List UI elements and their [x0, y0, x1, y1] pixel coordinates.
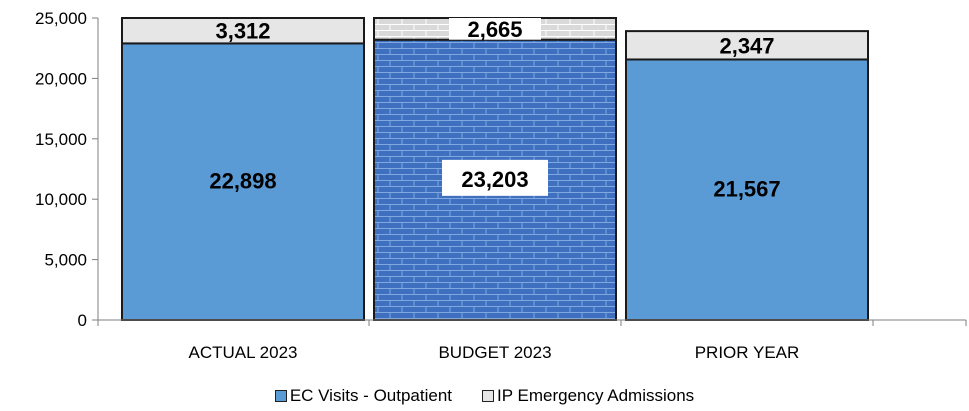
data-label-ip-emergency: 2,347 — [719, 33, 774, 58]
bar-ip-emergency[interactable] — [121, 17, 365, 45]
bar-ec-visits[interactable] — [625, 58, 869, 321]
legend-swatch-ec-visits — [274, 390, 287, 402]
data-label-box — [449, 18, 541, 40]
legend-label-ip-emergency: IP Emergency Admissions — [497, 386, 695, 405]
legend-label-ec-visits: EC Visits - Outpatient — [289, 386, 453, 405]
legend-swatch-ip-emergency — [482, 390, 495, 402]
x-tick-label: ACTUAL 2023 — [189, 343, 298, 362]
x-tick-label: PRIOR YEAR — [695, 343, 800, 362]
y-tick-label: 10,000 — [35, 190, 87, 209]
legend-item-ip-emergency[interactable]: IP Emergency Admissions — [482, 386, 694, 406]
y-tick-label: 0 — [78, 311, 87, 330]
data-label-box — [442, 159, 548, 196]
data-label-ec-visits: 22,898 — [209, 169, 276, 194]
data-label-ip-emergency: 3,312 — [215, 19, 270, 44]
legend-item-ec-visits[interactable]: EC Visits - Outpatient — [274, 386, 453, 406]
data-label-ec-visits: 21,567 — [713, 177, 780, 202]
x-tick-label: BUDGET 2023 — [438, 343, 551, 362]
y-tick-label: 25,000 — [35, 9, 87, 28]
y-tick-label: 15,000 — [35, 130, 87, 149]
data-label-ec-visits: 23,203 — [461, 167, 528, 192]
data-label-ip-emergency: 2,665 — [467, 17, 522, 42]
y-axis: 0 5,000 10,000 15,000 20,000 25,000 — [35, 9, 99, 330]
bar-ip-emergency[interactable] — [625, 30, 869, 61]
y-tick-label: 20,000 — [35, 69, 87, 88]
x-axis: ACTUAL 2023 BUDGET 2023 PRIOR YEAR — [97, 319, 967, 362]
data-labels: 22,898 3,312 23,203 2,665 21,567 2,347 — [209, 17, 780, 202]
y-tick-label: 5,000 — [44, 251, 87, 270]
legend: EC Visits - Outpatient IP Emergency Admi… — [0, 386, 969, 406]
